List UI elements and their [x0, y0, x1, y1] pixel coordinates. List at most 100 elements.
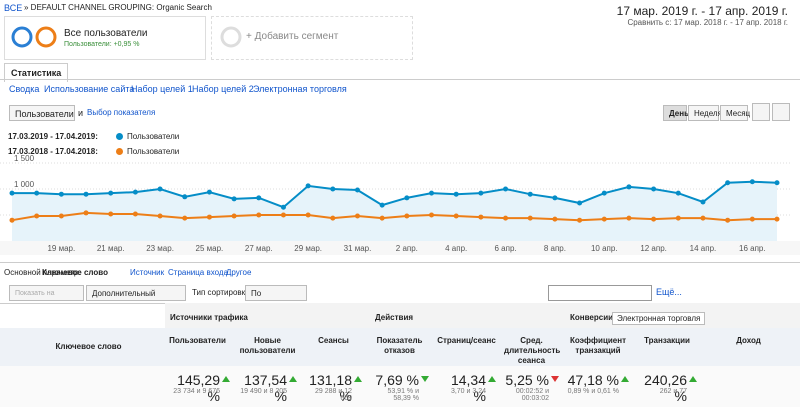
- trend-arrow: [621, 376, 629, 382]
- totals-row: [0, 366, 800, 407]
- point: [478, 214, 484, 220]
- metric-pick[interactable]: Выбор показателя: [87, 108, 156, 117]
- x-tick-label: 8 апр.: [544, 244, 566, 253]
- subtab[interactable]: Использование сайта: [44, 84, 135, 94]
- dimension-option[interactable]: Другое: [226, 268, 252, 277]
- subtab[interactable]: Сводка: [9, 84, 40, 94]
- segment-card[interactable]: [4, 16, 206, 60]
- point: [256, 212, 262, 218]
- total-value: 145,29 %: [177, 372, 220, 404]
- trend-arrow: [689, 376, 697, 382]
- point: [577, 217, 583, 223]
- point: [749, 179, 755, 185]
- breadcrumb-root[interactable]: ВСЕ: [4, 3, 23, 13]
- total-value: 14,34 %: [450, 372, 486, 404]
- period-button[interactable]: Неделя: [688, 105, 722, 121]
- add-segment-card[interactable]: [211, 16, 413, 60]
- point: [108, 211, 114, 217]
- metric-select[interactable]: Пользователи: [9, 105, 75, 121]
- x-tick-label: 27 мар.: [245, 244, 273, 253]
- total-value: 5,25 %: [505, 372, 549, 388]
- x-tick-label: 10 апр.: [591, 244, 618, 253]
- line: [12, 180, 778, 209]
- point: [725, 217, 731, 223]
- chart-type[interactable]: [772, 103, 790, 121]
- group-header: Действия: [375, 313, 414, 322]
- column-header: Страниц/сеанс: [437, 336, 496, 345]
- point: [58, 191, 64, 197]
- search-box[interactable]: [548, 285, 652, 301]
- point: [256, 195, 262, 201]
- tab[interactable]: Статистика: [4, 63, 69, 82]
- segment-sub: Пользователи: +0,95 %: [64, 41, 140, 48]
- trend-arrow: [222, 376, 230, 382]
- point: [774, 180, 780, 186]
- point: [83, 191, 89, 197]
- add-icon: [220, 26, 242, 48]
- point: [725, 180, 731, 186]
- divider: [0, 79, 800, 80]
- point: [280, 204, 286, 210]
- dimension-option[interactable]: Страница входа: [168, 268, 229, 277]
- total-sub: 23 734 и 9 676: [173, 388, 220, 395]
- chart-type[interactable]: [752, 103, 770, 121]
- extra-param[interactable]: Дополнительный параметр: [86, 285, 186, 314]
- subtab[interactable]: Набор целей 2: [192, 84, 254, 94]
- point: [280, 212, 286, 218]
- point: [527, 191, 533, 197]
- point: [58, 213, 64, 219]
- point: [700, 215, 706, 221]
- total-value: 240,26 %: [644, 372, 687, 404]
- x-tick-label: 29 мар.: [294, 244, 322, 253]
- group-header: Источники трафика: [170, 313, 248, 322]
- column-header: Новые пользователи: [239, 336, 296, 355]
- period-button[interactable]: Месяц: [720, 105, 750, 121]
- add-segment[interactable]: + Добавить сегмент: [246, 31, 339, 42]
- subtab[interactable]: Электронная торговля: [253, 84, 347, 94]
- legend-dot: [116, 148, 123, 155]
- point: [478, 190, 484, 196]
- subtab[interactable]: Набор целей 1: [131, 84, 193, 94]
- legend-period: 17.03.2018 - 17.04.2018:: [8, 147, 98, 156]
- x-tick-label: 16 апр.: [739, 244, 766, 253]
- column-header: Ключевое слово: [55, 342, 122, 351]
- point: [429, 212, 435, 218]
- point: [157, 186, 163, 192]
- sort-label: Тип сортировки:: [192, 288, 252, 297]
- area: [12, 181, 777, 241]
- legend-period: 17.03.2019 - 17.04.2019:: [8, 132, 98, 141]
- point: [157, 213, 163, 219]
- x-tick-label: 14 апр.: [690, 244, 717, 253]
- point: [453, 213, 459, 219]
- dimension-option[interactable]: Источник: [130, 268, 165, 277]
- sort-select[interactable]: По умолчанию: [245, 285, 307, 314]
- legend-name: Пользователи: [127, 147, 180, 156]
- point: [749, 216, 755, 222]
- total-sub: 262 и 77: [659, 388, 687, 395]
- point: [206, 214, 212, 220]
- legend-dot: [116, 133, 123, 140]
- show-on-chart[interactable]: Показать на диаграмме: [9, 285, 84, 313]
- point: [552, 216, 558, 222]
- point: [675, 215, 681, 221]
- trend-arrow: [488, 376, 496, 382]
- point: [34, 190, 40, 196]
- x-tick-label: 2 апр.: [396, 244, 418, 253]
- group-header[interactable]: Электронная торговля: [612, 312, 706, 325]
- point: [552, 195, 558, 201]
- point: [700, 199, 706, 205]
- point: [577, 200, 583, 206]
- trend-arrow: [551, 376, 559, 382]
- point: [626, 215, 632, 221]
- point: [330, 186, 336, 192]
- column-header: Показатель отказов: [376, 336, 423, 355]
- date-range[interactable]: 17 мар. 2019 г. - 17 апр. 2019 г.: [616, 4, 788, 18]
- period-button[interactable]: День: [663, 105, 689, 121]
- total-sub: 3,70 и 3,24: [450, 388, 486, 395]
- y-tick-label: 1 000: [14, 180, 35, 189]
- point: [404, 195, 410, 201]
- more[interactable]: Ещё...: [656, 287, 682, 297]
- x-tick-label: 4 апр.: [445, 244, 467, 253]
